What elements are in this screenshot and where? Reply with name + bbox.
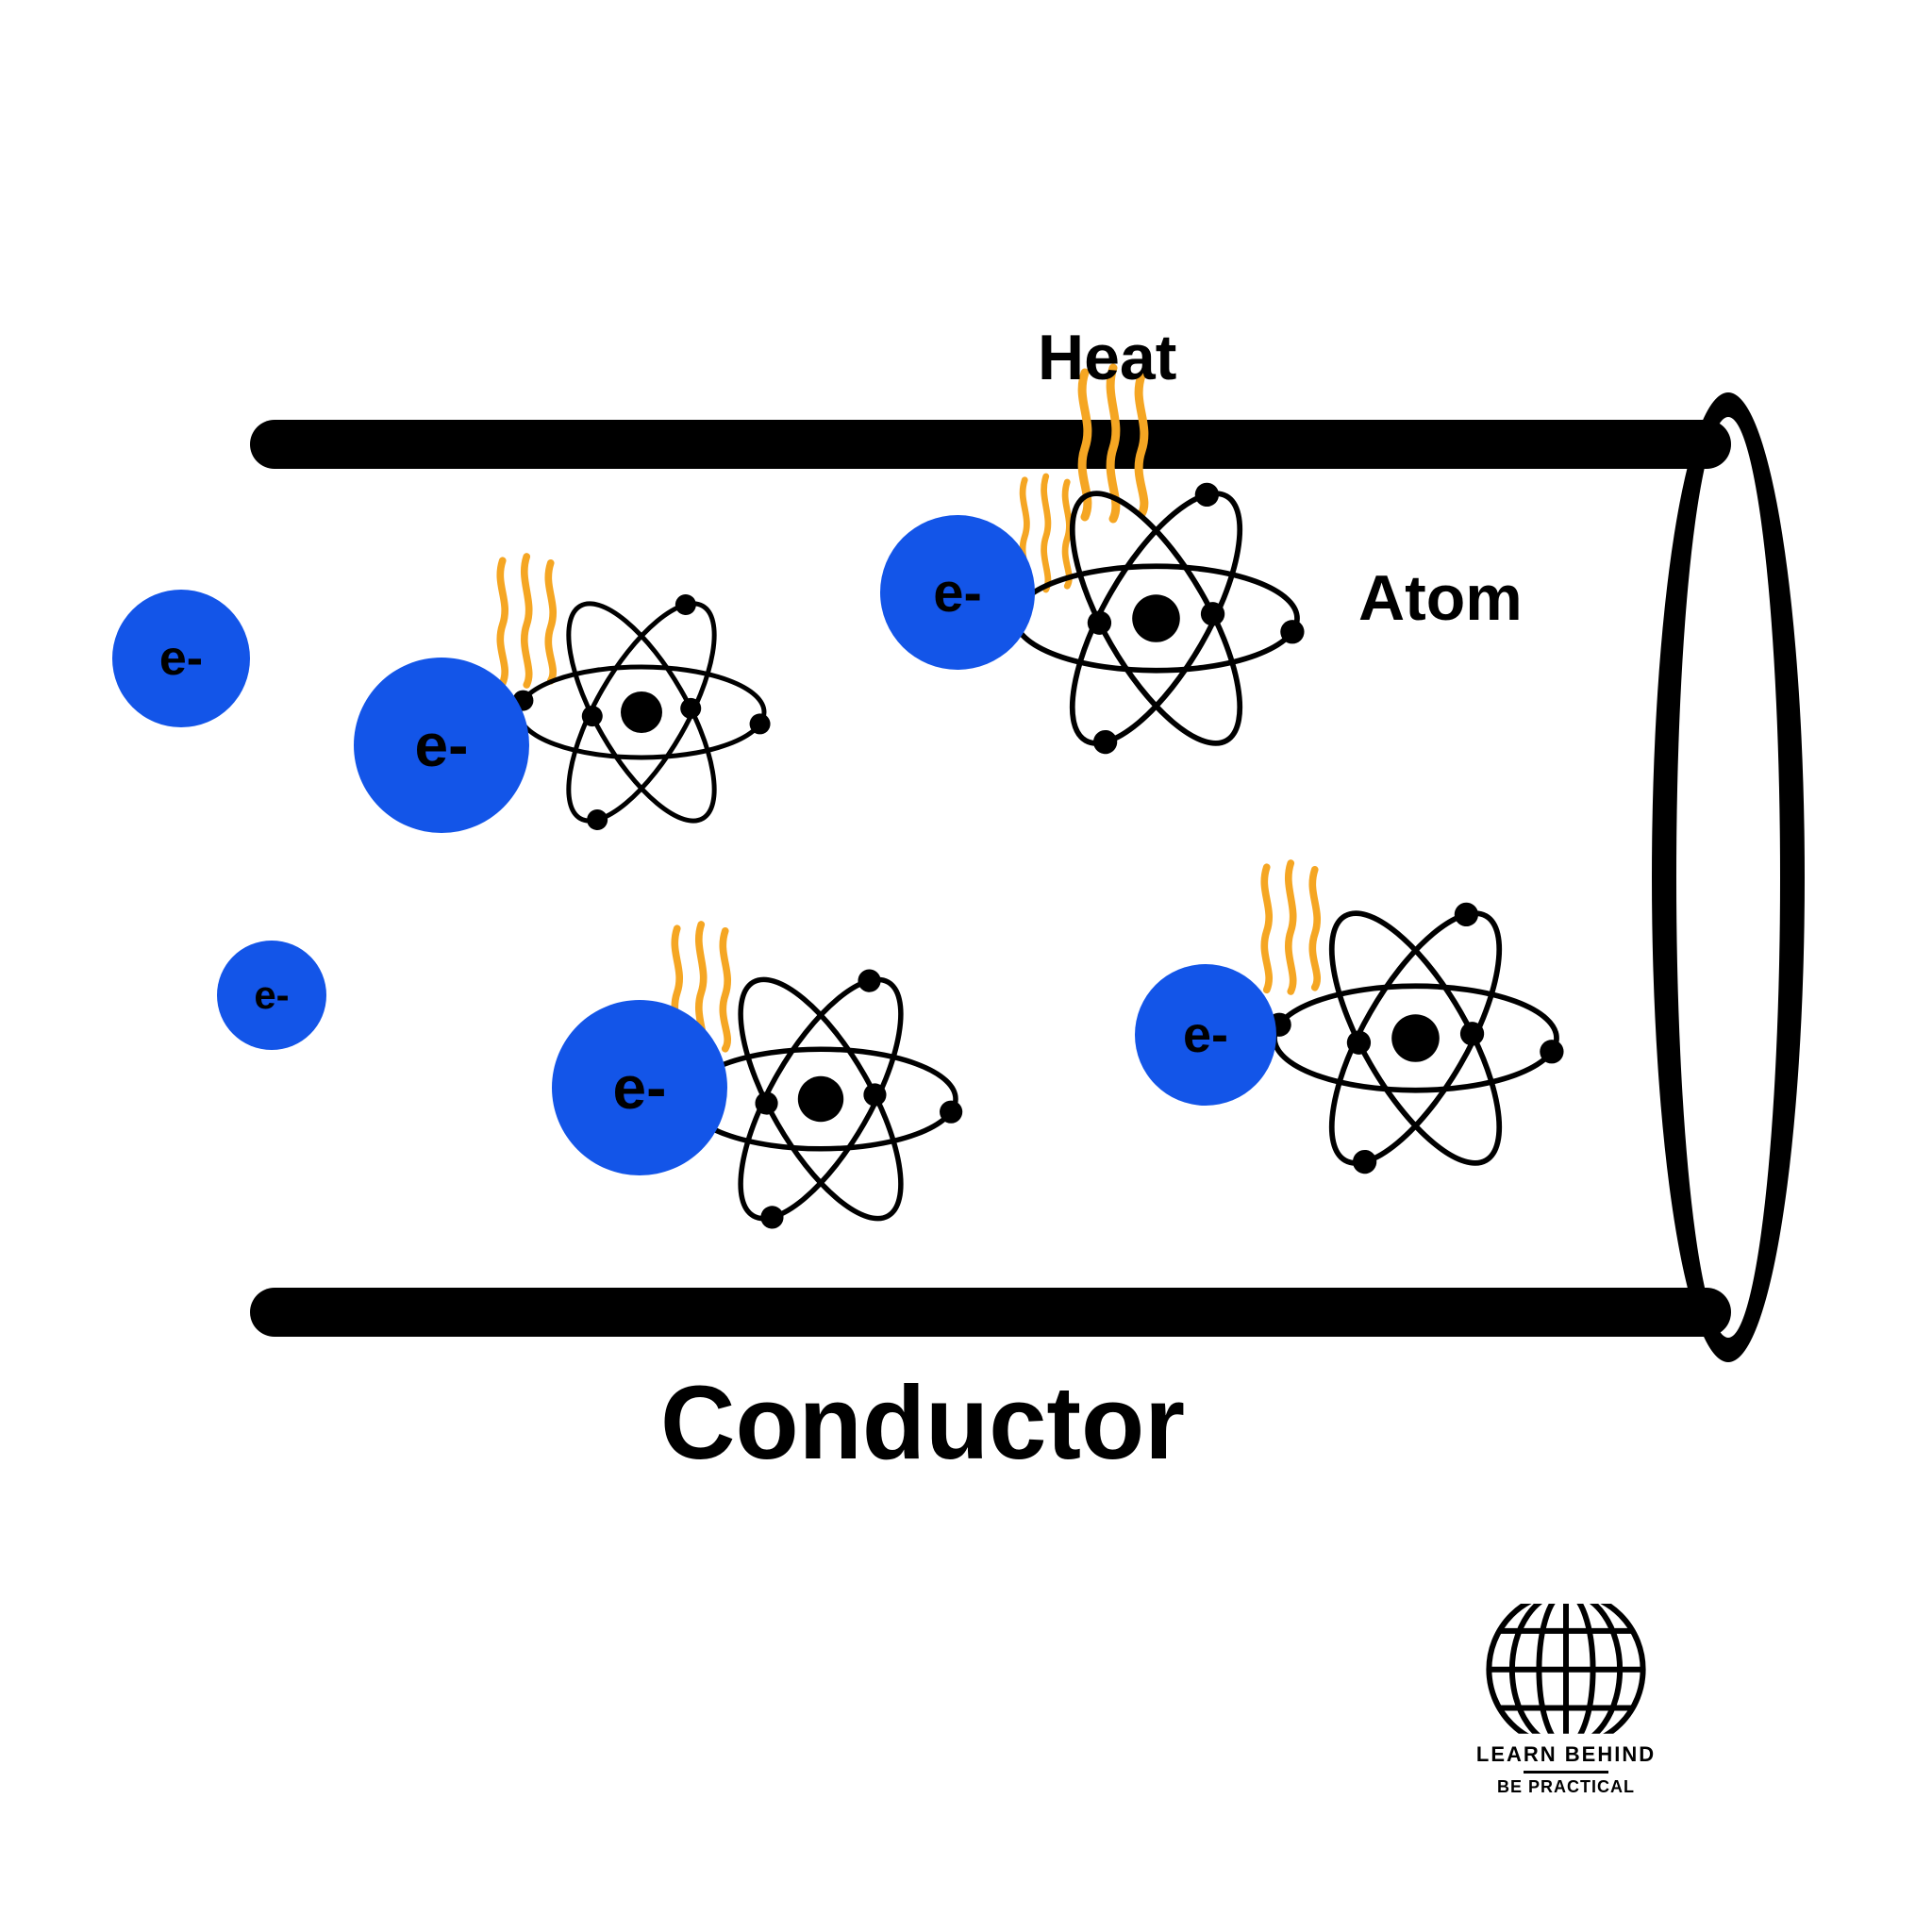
electron: e- (112, 590, 250, 727)
electron-label: e- (254, 973, 289, 1018)
atom-icon (993, 456, 1319, 781)
electron-label: e- (1183, 1006, 1228, 1064)
brand-logo: LEARN BEHIND BE PRACTICAL (1467, 1604, 1665, 1797)
logo-divider (1524, 1771, 1608, 1774)
atom-icon (500, 571, 783, 854)
electron: e- (217, 941, 326, 1050)
electron-label: e- (415, 710, 469, 780)
atom-icon (1253, 875, 1578, 1201)
electron-label: e- (613, 1053, 667, 1123)
globe-icon (1486, 1604, 1646, 1735)
electron-label: e- (159, 630, 203, 687)
atom-label: Atom (1358, 561, 1523, 635)
logo-text-line1: LEARN BEHIND (1467, 1742, 1665, 1767)
conductor-bottom-bar (250, 1288, 1731, 1337)
conductor-top-bar (250, 420, 1731, 469)
electron: e- (354, 658, 529, 833)
conductor-end-ellipse (1652, 392, 1805, 1362)
electron: e- (880, 515, 1035, 670)
electron: e- (552, 1000, 727, 1175)
conductor-label: Conductor (660, 1363, 1185, 1483)
logo-text-line2: BE PRACTICAL (1467, 1777, 1665, 1797)
heat-label: Heat (1038, 321, 1176, 394)
electron-label: e- (933, 561, 982, 625)
electron: e- (1135, 964, 1276, 1106)
